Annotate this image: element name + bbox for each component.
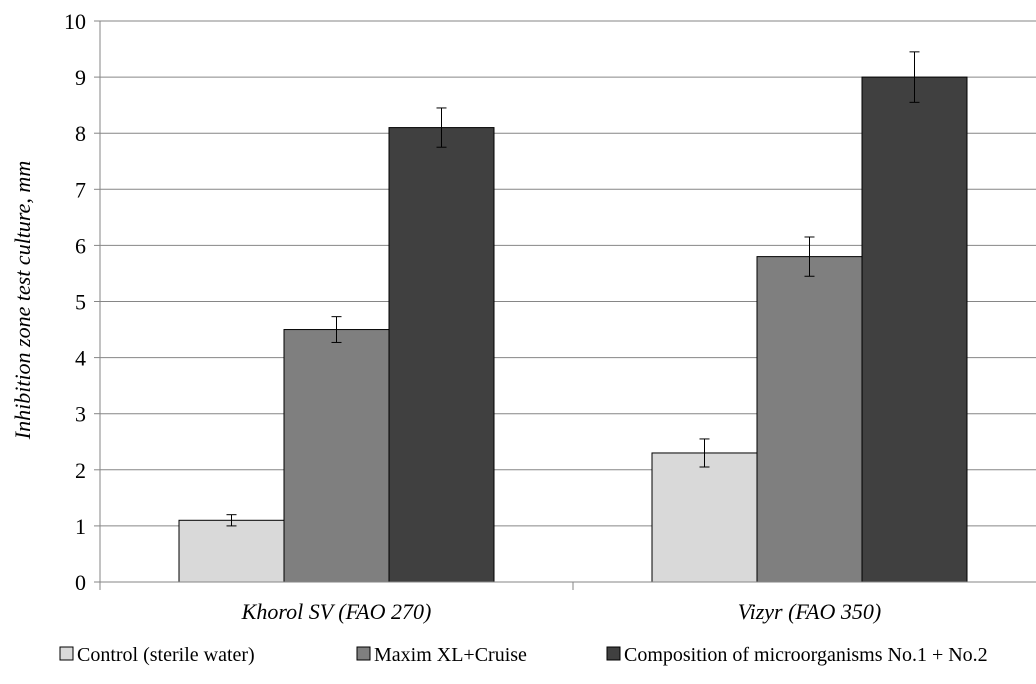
- y-tick-label: 10: [64, 9, 86, 34]
- y-tick-labels: 0 1 2 3 4 5 6 7 8 9 10: [64, 9, 86, 595]
- x-category-label: Vizyr (FAO 350): [738, 599, 881, 624]
- y-tick-label: 3: [75, 402, 86, 427]
- y-tick-label: 5: [75, 290, 86, 315]
- legend-swatch-3: [606, 646, 621, 661]
- y-tick-label: 8: [75, 121, 86, 146]
- legend-label-2: Maxim XL+Cruise: [374, 644, 527, 666]
- y-tick-label: 2: [75, 458, 86, 483]
- legend-label-1: Control (sterile water): [77, 644, 255, 666]
- bar-3-cat-1: [388, 127, 495, 583]
- y-tick-label: 9: [75, 65, 86, 90]
- legend-label-3: Composition of microorganisms No.1 + No.…: [624, 644, 988, 666]
- gridlines: [100, 20, 1036, 527]
- legend: Control (sterile water) Maxim XL+Cruise Co…: [59, 644, 988, 666]
- axes: [94, 20, 1036, 590]
- legend-swatch-1: [59, 646, 74, 661]
- y-tick-label: 0: [75, 570, 86, 595]
- bar-1-cat-2: [651, 452, 758, 583]
- error-bars: [226, 51, 920, 527]
- x-category-labels: Khorol SV (FAO 270) Vizyr (FAO 350): [241, 599, 882, 624]
- y-tick-label: 7: [75, 177, 86, 202]
- bar-1-cat-1: [178, 519, 285, 583]
- y-axis-title: Inhibition zone test culture, mm: [10, 161, 35, 440]
- y-tick-label: 4: [75, 346, 86, 371]
- bars: [178, 76, 968, 583]
- y-tick-label: 6: [75, 233, 86, 258]
- bar-2-cat-1: [283, 329, 390, 583]
- legend-swatch-2: [356, 646, 371, 661]
- y-tick-label: 1: [75, 514, 86, 539]
- bar-3-cat-2: [861, 76, 968, 583]
- bar-2-cat-2: [756, 256, 863, 583]
- x-category-label: Khorol SV (FAO 270): [241, 599, 432, 624]
